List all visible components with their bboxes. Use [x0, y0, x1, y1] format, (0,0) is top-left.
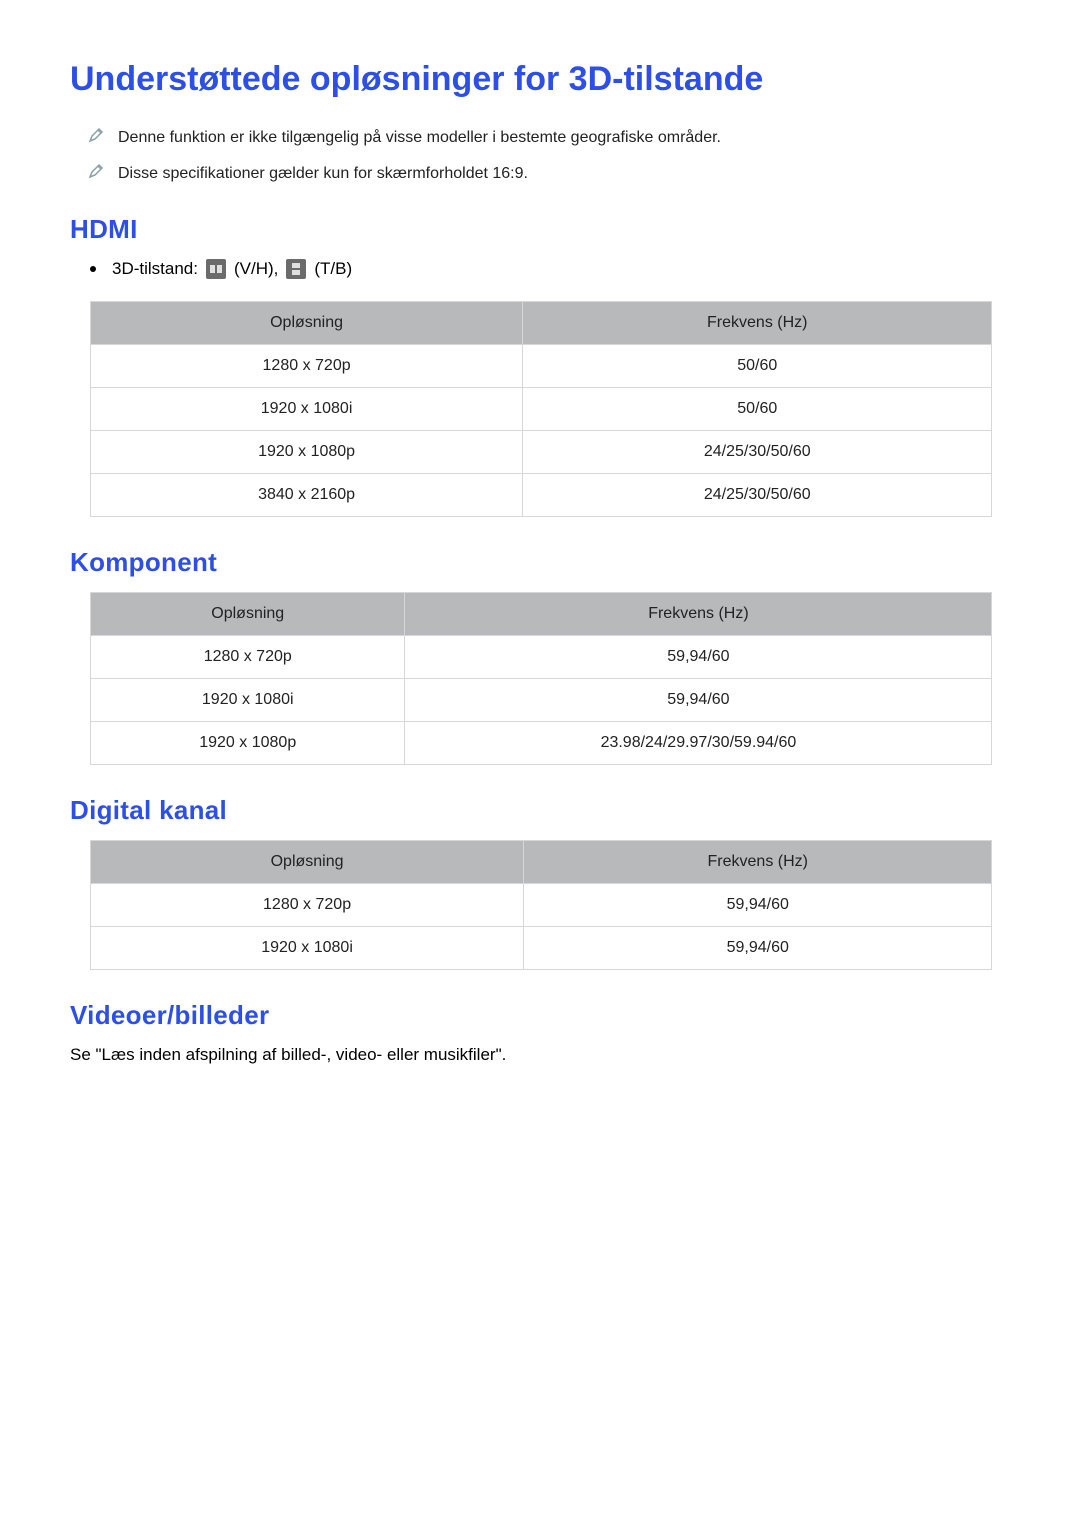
mode-tb-text: (T/B) — [314, 259, 352, 279]
notes-block: Denne funktion er ikke tilgængelig på vi… — [70, 127, 1010, 184]
section-title-komponent: Komponent — [70, 547, 1010, 578]
pencil-icon — [88, 127, 104, 143]
col-frequency: Frekvens (Hz) — [524, 841, 992, 884]
section-title-videoer: Videoer/billeder — [70, 1000, 1010, 1031]
cell-frequency: 59,94/60 — [405, 679, 992, 722]
page-title: Understøttede opløsninger for 3D-tilstan… — [70, 60, 1010, 99]
cell-resolution: 1280 x 720p — [91, 345, 523, 388]
col-frequency: Frekvens (Hz) — [523, 302, 992, 345]
table-row: 1280 x 720p 50/60 — [91, 345, 992, 388]
page: Understøttede opløsninger for 3D-tilstan… — [0, 0, 1080, 1527]
table-row: 1280 x 720p 59,94/60 — [91, 884, 992, 927]
note-text: Denne funktion er ikke tilgængelig på vi… — [118, 127, 721, 149]
mode-label: 3D-tilstand: — [112, 259, 198, 279]
note-text: Disse specifikationer gælder kun for skæ… — [118, 163, 528, 185]
cell-frequency: 59,94/60 — [524, 884, 992, 927]
videoer-body: Se "Læs inden afspilning af billed-, vid… — [70, 1045, 1010, 1065]
note-item: Denne funktion er ikke tilgængelig på vi… — [70, 127, 1010, 149]
side-by-side-icon — [206, 259, 226, 279]
table-row: 1920 x 1080p 24/25/30/50/60 — [91, 431, 992, 474]
digital-table: Opløsning Frekvens (Hz) 1280 x 720p 59,9… — [90, 840, 992, 970]
table-row: 1920 x 1080p 23.98/24/29.97/30/59.94/60 — [91, 722, 992, 765]
cell-resolution: 1920 x 1080i — [91, 679, 405, 722]
col-frequency: Frekvens (Hz) — [405, 593, 992, 636]
table-row: 1280 x 720p 59,94/60 — [91, 636, 992, 679]
section-title-hdmi: HDMI — [70, 214, 1010, 245]
cell-resolution: 3840 x 2160p — [91, 474, 523, 517]
top-bottom-icon — [286, 259, 306, 279]
table-row: 1920 x 1080i 50/60 — [91, 388, 992, 431]
mode-vh-text: (V/H), — [234, 259, 278, 279]
col-resolution: Opløsning — [91, 841, 524, 884]
cell-frequency: 24/25/30/50/60 — [523, 474, 992, 517]
table-row: 3840 x 2160p 24/25/30/50/60 — [91, 474, 992, 517]
bullet-icon — [90, 266, 96, 272]
cell-frequency: 59,94/60 — [405, 636, 992, 679]
cell-resolution: 1920 x 1080i — [91, 927, 524, 970]
cell-frequency: 59,94/60 — [524, 927, 992, 970]
mode-line: 3D-tilstand: (V/H), (T/B) — [90, 259, 1010, 279]
cell-frequency: 23.98/24/29.97/30/59.94/60 — [405, 722, 992, 765]
cell-frequency: 24/25/30/50/60 — [523, 431, 992, 474]
cell-resolution: 1920 x 1080p — [91, 431, 523, 474]
cell-resolution: 1920 x 1080i — [91, 388, 523, 431]
pencil-icon — [88, 163, 104, 179]
col-resolution: Opløsning — [91, 593, 405, 636]
table-row: 1920 x 1080i 59,94/60 — [91, 927, 992, 970]
table-header-row: Opløsning Frekvens (Hz) — [91, 593, 992, 636]
note-item: Disse specifikationer gælder kun for skæ… — [70, 163, 1010, 185]
cell-frequency: 50/60 — [523, 388, 992, 431]
table-header-row: Opløsning Frekvens (Hz) — [91, 841, 992, 884]
cell-frequency: 50/60 — [523, 345, 992, 388]
cell-resolution: 1920 x 1080p — [91, 722, 405, 765]
col-resolution: Opløsning — [91, 302, 523, 345]
cell-resolution: 1280 x 720p — [91, 884, 524, 927]
cell-resolution: 1280 x 720p — [91, 636, 405, 679]
komponent-table: Opløsning Frekvens (Hz) 1280 x 720p 59,9… — [90, 592, 992, 765]
table-header-row: Opløsning Frekvens (Hz) — [91, 302, 992, 345]
table-row: 1920 x 1080i 59,94/60 — [91, 679, 992, 722]
hdmi-table: Opløsning Frekvens (Hz) 1280 x 720p 50/6… — [90, 301, 992, 517]
section-title-digital: Digital kanal — [70, 795, 1010, 826]
